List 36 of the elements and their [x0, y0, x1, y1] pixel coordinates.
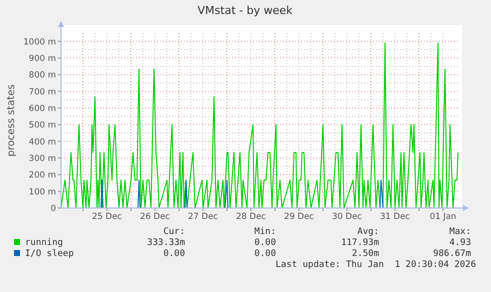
text: Last update: Thu Jan 1 20:30:04 2026	[276, 260, 476, 270]
x-tick-label: 27 Dec	[188, 212, 218, 222]
x-tick-label: 26 Dec	[140, 212, 170, 222]
legend-label: running	[25, 238, 63, 248]
y-tick-label: 700 m	[28, 87, 56, 98]
text: 0.00	[163, 249, 185, 259]
y-tick-label: 800 m	[28, 70, 56, 81]
chart-title: VMstat - by week	[198, 4, 294, 17]
text: 986.67m	[433, 249, 471, 259]
y-axis-title: process states	[6, 84, 17, 157]
y-tick-label: 900 m	[28, 54, 56, 64]
y-tick-label: 1000 m	[23, 37, 56, 48]
y-tick-label: 200 m	[28, 170, 56, 181]
y-tick-label: 300 m	[28, 154, 56, 164]
text: 117.93m	[341, 238, 379, 248]
y-tick-label: 400 m	[28, 137, 56, 148]
text: 0.00	[254, 249, 276, 259]
x-tick-label: 30 Dec	[332, 212, 362, 222]
y-tick-label: 0	[50, 204, 56, 214]
text: Min:	[254, 227, 276, 237]
text: 0.00	[254, 238, 276, 248]
text: 4.93	[449, 238, 471, 248]
y-tick-label: 600 m	[28, 104, 56, 114]
text: Avg:	[357, 227, 379, 237]
text: Max:	[449, 227, 471, 237]
text: 2.50m	[352, 249, 379, 259]
x-tick-label: 25 Dec	[92, 212, 122, 222]
x-tick-label: 01 Jan	[430, 212, 456, 222]
y-tick-label: 500 m	[28, 120, 56, 131]
legend-label: I/O sleep	[25, 249, 74, 259]
x-tick-label: 31 Dec	[380, 212, 410, 222]
x-tick-label: 29 Dec	[284, 212, 314, 222]
y-tick-label: 100 m	[28, 187, 56, 198]
x-tick-label: 28 Dec	[236, 212, 266, 222]
text: Cur:	[163, 227, 185, 237]
text: 333.33m	[147, 238, 185, 248]
